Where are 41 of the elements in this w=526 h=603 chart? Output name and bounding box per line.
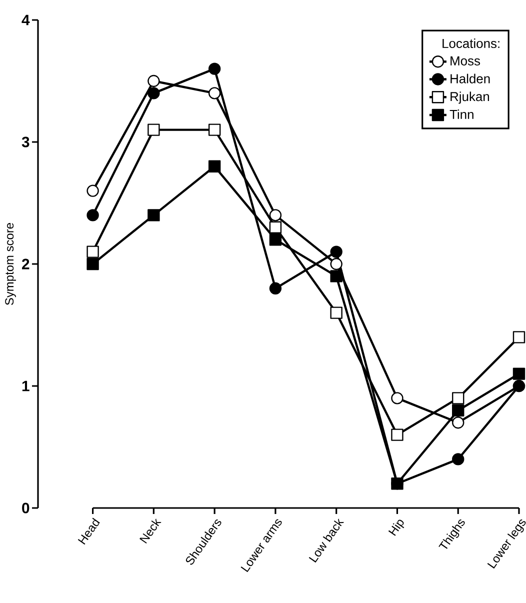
point (208, 87, 221, 100)
legend-title: Locations: (442, 38, 500, 48)
point (148, 124, 160, 136)
y-tick-label: 2 (22, 258, 30, 270)
legend-label: Halden (450, 74, 490, 84)
point (512, 331, 526, 344)
point (86, 246, 99, 258)
point (269, 234, 282, 246)
point (269, 221, 282, 234)
point (86, 209, 99, 222)
point (452, 416, 464, 429)
point (330, 258, 342, 270)
y-tick-label: 0 (22, 502, 30, 514)
point (86, 184, 99, 197)
legend-label: Rjukan (450, 92, 490, 104)
point (208, 124, 221, 136)
legend-label: Moss (450, 56, 480, 66)
point (148, 209, 160, 222)
point (512, 368, 526, 380)
point (391, 392, 404, 404)
legend-label: Tinn (450, 110, 474, 119)
point (452, 392, 464, 404)
y-axis-title: Symptom score (5, 223, 16, 305)
point (452, 404, 464, 416)
point (391, 478, 404, 490)
y-tick-label: 4 (22, 14, 30, 26)
x-tick-label: Hip (388, 520, 404, 536)
point (452, 453, 464, 466)
point (269, 209, 282, 222)
point (208, 160, 221, 172)
y-tick-label: 1 (22, 380, 30, 392)
point (330, 246, 342, 258)
point (330, 306, 342, 319)
point (148, 87, 160, 100)
y-tick-label: 3 (22, 136, 30, 148)
point (148, 74, 160, 88)
point (208, 62, 221, 75)
point (391, 428, 404, 441)
point (86, 258, 99, 270)
point (330, 270, 342, 282)
point (269, 282, 282, 294)
